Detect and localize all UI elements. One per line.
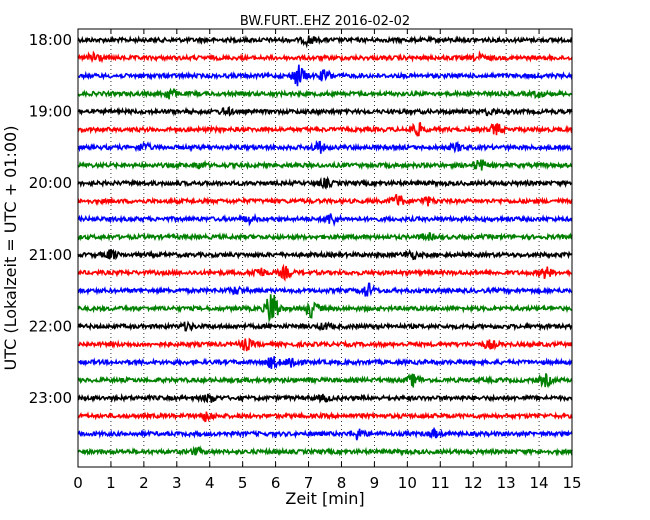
y-tick-label: 22:00	[29, 317, 72, 335]
seismic-trace	[77, 373, 573, 389]
x-tick-label: 11	[431, 474, 450, 492]
seismic-trace	[77, 64, 573, 87]
seismic-trace	[77, 232, 573, 242]
trace-group	[77, 34, 573, 457]
x-tick-label: 15	[562, 474, 581, 492]
y-tick-label: 21:00	[29, 246, 72, 264]
seismic-trace	[77, 426, 573, 441]
seismic-trace	[77, 105, 573, 117]
seismic-trace	[77, 139, 573, 154]
x-tick-label: 13	[497, 474, 516, 492]
x-tick-label: 5	[238, 474, 248, 492]
x-tick-label: 3	[172, 474, 182, 492]
y-tick-label: 20:00	[29, 174, 72, 192]
seismic-trace	[77, 410, 573, 423]
seismic-trace	[77, 212, 573, 227]
seismic-trace	[77, 194, 573, 207]
plot-frame	[77, 28, 573, 468]
x-tick-label: 6	[271, 474, 281, 492]
seismic-trace	[77, 320, 573, 332]
seismic-trace	[77, 294, 573, 324]
seismic-trace	[77, 159, 573, 171]
seismic-trace	[77, 175, 573, 190]
x-tick-label: 8	[337, 474, 347, 492]
seismic-trace	[77, 337, 573, 352]
x-tick-label: 0	[73, 474, 83, 492]
seismic-trace	[77, 263, 573, 282]
y-axis-label: UTC (Lokalzeit = UTC + 01:00)	[1, 126, 20, 371]
seismic-trace	[77, 34, 573, 49]
seismic-trace	[77, 87, 573, 100]
x-tick-label: 2	[139, 474, 149, 492]
chart-title: BW.FURT..EHZ 2016-02-02	[240, 14, 410, 29]
seismic-trace	[77, 392, 573, 404]
seismic-trace	[77, 282, 573, 297]
x-tick-label: 4	[205, 474, 215, 492]
seismic-trace	[77, 445, 573, 457]
y-tick-label: 23:00	[29, 389, 72, 407]
x-tick-label: 1	[106, 474, 116, 492]
y-axis-ticks: 18:00 19:00 20:00 21:00 22:00 23:00	[29, 31, 572, 407]
x-tick-label: 14	[530, 474, 549, 492]
x-tick-label: 10	[398, 474, 417, 492]
seismic-trace	[77, 121, 573, 137]
seismic-trace	[77, 50, 573, 64]
seismic-trace	[77, 248, 573, 261]
x-axis-label: Zeit [min]	[285, 489, 364, 508]
x-tick-label: 9	[370, 474, 380, 492]
x-tick-label: 7	[304, 474, 314, 492]
seismic-trace	[77, 356, 573, 370]
y-tick-label: 18:00	[29, 31, 72, 49]
y-tick-label: 19:00	[29, 103, 72, 121]
x-tick-label: 12	[464, 474, 483, 492]
x-axis-ticks: 0 1 2 3 4 5 6 7 8 9 10 11 12 13 14 15	[73, 29, 582, 492]
